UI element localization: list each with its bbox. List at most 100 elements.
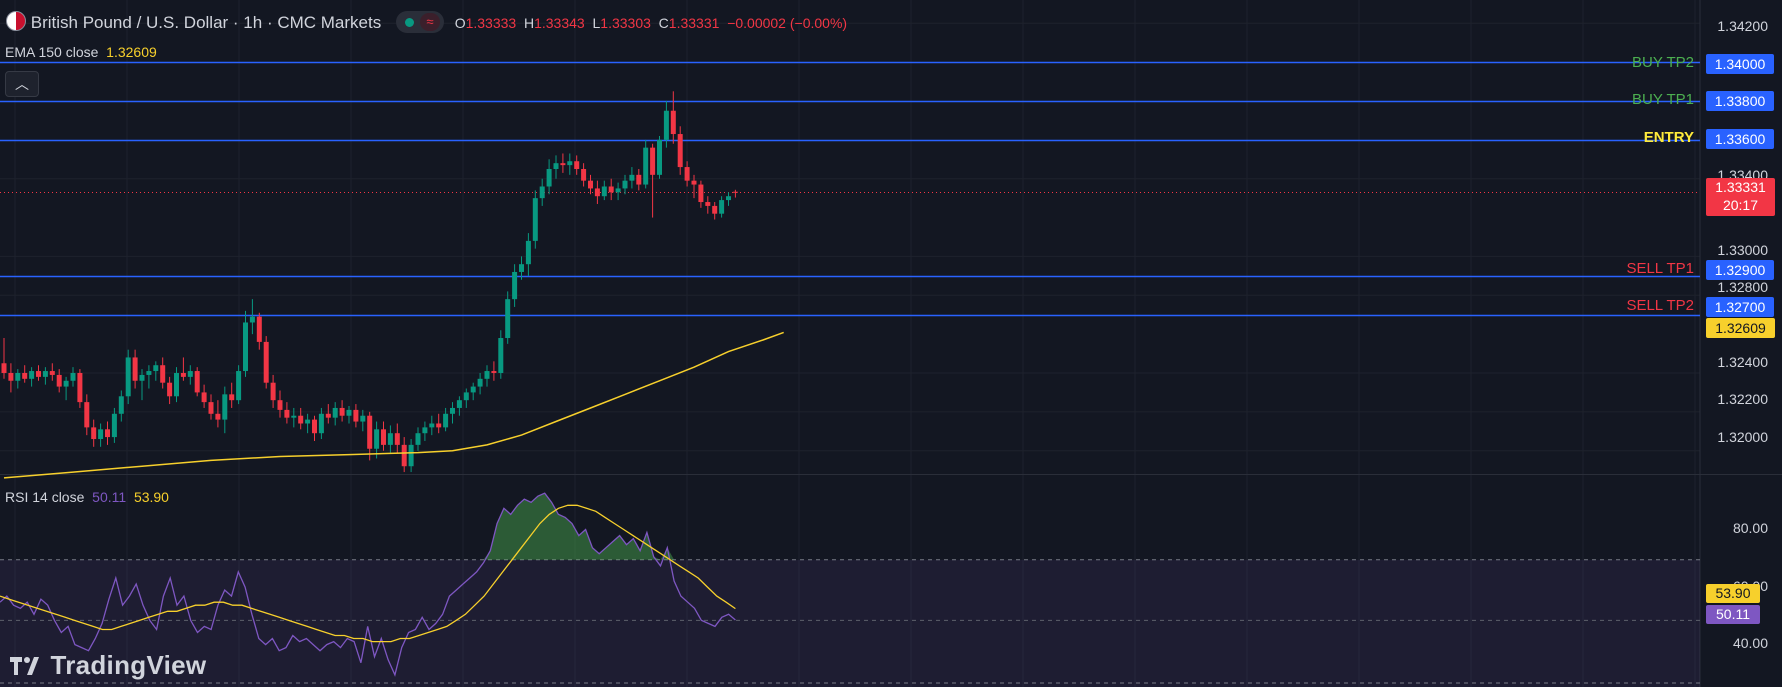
candle-body xyxy=(732,191,738,193)
tradingview-logo-text: TradingView xyxy=(50,650,207,680)
candle-body xyxy=(160,365,166,383)
candle-body xyxy=(512,271,518,300)
candle-body xyxy=(470,386,476,393)
symbol-title: British Pound / U.S. Dollar · 1h · CMC M… xyxy=(30,13,382,32)
candle-body xyxy=(325,413,331,418)
tradingview-logo-icon xyxy=(10,657,39,675)
candle-body xyxy=(201,392,207,403)
candle-body xyxy=(401,444,407,467)
candle-body xyxy=(256,316,262,342)
price-tick: 1.32000 xyxy=(1717,429,1768,445)
candle-body xyxy=(243,322,248,372)
candle-body xyxy=(560,163,566,166)
candle-body xyxy=(608,186,614,193)
candle-body xyxy=(222,394,228,420)
ema-line xyxy=(3,331,784,479)
candle-body xyxy=(249,316,255,323)
candle-body xyxy=(1,363,7,373)
level-price-buy-tp2: 1.34000 xyxy=(1706,54,1774,74)
level-label-buy-tp2: BUY TP2 xyxy=(1632,54,1694,71)
candle-body xyxy=(98,429,104,440)
candle-body xyxy=(436,423,442,428)
ema-price-badge: 1.32609 xyxy=(1706,318,1775,338)
candle-body xyxy=(691,180,697,185)
candle-body xyxy=(318,413,324,434)
candle-body xyxy=(305,419,311,424)
last-price-badge: 1.33331 20:17 xyxy=(1706,178,1775,216)
candle-body xyxy=(463,392,469,401)
tradingview-logo[interactable]: TradingView xyxy=(8,650,206,681)
candle-body xyxy=(49,371,55,375)
rsi-legend[interactable]: RSI 14 close 50.11 53.90 xyxy=(5,489,169,505)
rsi-tick: 40.00 xyxy=(1732,635,1768,651)
candle-body xyxy=(36,371,41,377)
candle-body xyxy=(42,371,48,377)
candle-body xyxy=(505,299,511,339)
candle-body xyxy=(180,372,186,377)
candle-body xyxy=(408,444,414,467)
candle-body xyxy=(29,371,35,379)
ohlc-high-key: H xyxy=(523,15,535,31)
candle-body xyxy=(15,372,21,381)
level-lines xyxy=(0,61,1700,317)
candle-body xyxy=(63,380,69,387)
ohlc-low-key: L xyxy=(592,15,601,31)
symbol-legend[interactable]: British Pound / U.S. Dollar · 1h · CMC M… xyxy=(6,11,847,33)
level-price-entry: 1.33600 xyxy=(1706,129,1774,149)
ema-value: 1.32609 xyxy=(106,44,157,60)
candle-body xyxy=(726,196,731,201)
candles xyxy=(1,91,738,473)
candle-body xyxy=(422,427,428,434)
bar-countdown: 20:17 xyxy=(1722,197,1759,213)
collapse-legend-button[interactable]: ︿ xyxy=(5,71,39,97)
candle-body xyxy=(91,427,97,440)
level-price-sell-tp2: 1.32700 xyxy=(1706,297,1774,317)
delay-icon: ≈ xyxy=(419,13,440,31)
rsi-ma-polyline xyxy=(0,504,736,643)
candle-body xyxy=(105,429,110,438)
candle-body xyxy=(450,407,455,414)
ohlc-low-value: 1.33303 xyxy=(600,15,651,31)
candle-body xyxy=(629,174,635,181)
candle-body xyxy=(684,167,690,181)
candle-body xyxy=(277,400,283,410)
market-open-icon xyxy=(404,18,414,27)
candle-body xyxy=(415,433,421,445)
candle-body xyxy=(581,169,587,181)
rsi-band xyxy=(0,559,1700,687)
candle-body xyxy=(346,409,352,416)
candle-body xyxy=(615,188,621,193)
candle-body xyxy=(670,110,676,135)
candle-body xyxy=(594,188,600,197)
price-tick: 1.34200 xyxy=(1717,18,1768,34)
candle-body xyxy=(650,147,656,175)
ohlc-readout: O1.33333 H1.33343 L1.33303 C1.33331 −0.0… xyxy=(455,15,847,31)
candle-body xyxy=(484,371,490,379)
ohlc-high-value: 1.33343 xyxy=(534,15,585,31)
candle-body xyxy=(367,415,373,449)
ema-legend[interactable]: EMA 150 close 1.32609 xyxy=(5,44,157,60)
price-tick: 1.32200 xyxy=(1717,391,1768,407)
candle-body xyxy=(229,394,235,401)
candle-body xyxy=(429,423,435,428)
candle-body xyxy=(215,413,221,420)
candle-body xyxy=(546,169,552,187)
rsi-ma-badge: 53.90 xyxy=(1706,584,1760,603)
candle-body xyxy=(381,429,386,445)
candle-body xyxy=(174,372,179,397)
level-label-entry: ENTRY xyxy=(1643,129,1694,146)
candle-body xyxy=(519,264,524,272)
price-tick: 1.33000 xyxy=(1717,242,1768,258)
level-label-sell-tp1: SELL TP1 xyxy=(1626,260,1694,277)
candle-body xyxy=(84,402,90,428)
candle-body xyxy=(194,371,200,393)
last-price-value: 1.33331 xyxy=(1715,179,1766,195)
candle-body xyxy=(146,371,152,375)
candle-body xyxy=(284,409,290,418)
candle-body xyxy=(387,433,393,445)
market-status-toggle[interactable]: ≈ xyxy=(395,11,444,33)
candle-body xyxy=(360,415,366,422)
candle-body xyxy=(498,338,504,373)
